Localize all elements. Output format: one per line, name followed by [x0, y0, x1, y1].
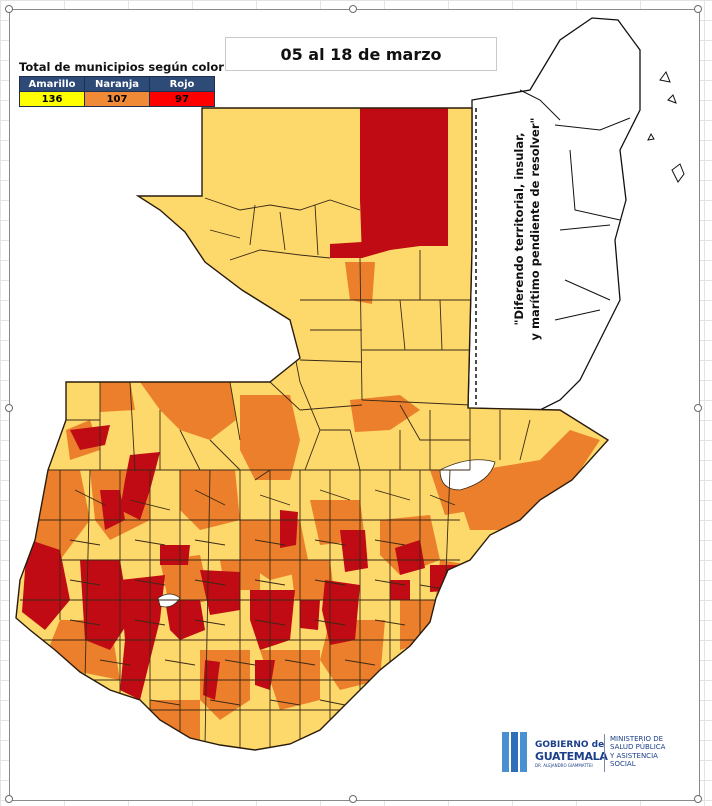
resize-handle-top-left[interactable]: [5, 5, 13, 13]
logo-subtitle: DR. ALEJANDRO GIAMMATTEI: [535, 763, 593, 768]
resize-handle-top-middle[interactable]: [349, 5, 357, 13]
legend-count-rojo: 97: [149, 91, 215, 107]
logo-separator: [604, 734, 605, 772]
gobierno-guatemala-logo: GOBIERNO de GUATEMALA DR. ALEJANDRO GIAM…: [500, 730, 680, 776]
logo-guatemala: GUATEMALA: [535, 750, 608, 763]
dispute-note: "Diferendo territorial, insular, y marít…: [497, 118, 557, 350]
dispute-note-line2: y marítimo pendiente de resolver": [528, 117, 542, 341]
resize-handle-middle-left[interactable]: [5, 404, 13, 412]
logo-ministry: MINISTERIO DE SALUD PÚBLICA Y ASISTENCIA…: [610, 735, 682, 769]
legend-header-amarillo: Amarillo: [19, 76, 85, 92]
logo-gobierno: GOBIERNO de: [535, 740, 605, 750]
legend-count-amarillo: 136: [19, 91, 85, 107]
municipality-borders: [20, 197, 531, 750]
legend-table: Amarillo Naranja Rojo 136 107 97: [19, 76, 215, 107]
legend: Total de municipios según color Amarillo…: [19, 60, 224, 107]
resize-handle-bottom-left[interactable]: [5, 795, 13, 803]
logo-ministry-line4: SOCIAL: [610, 760, 636, 769]
logo-ministry-line2: SALUD PÚBLICA: [610, 743, 666, 752]
legend-header-rojo: Rojo: [149, 76, 215, 92]
resize-handle-middle-right[interactable]: [694, 404, 702, 412]
lake-izabal: [439, 459, 496, 491]
map-title: 05 al 18 de marzo: [225, 37, 497, 71]
logo-ministry-line3: Y ASISTENCIA: [610, 751, 658, 760]
logo-ministry-line1: MINISTERIO DE: [610, 735, 664, 743]
legend-heading: Total de municipios según color: [19, 60, 224, 74]
resize-handle-bottom-middle[interactable]: [349, 795, 357, 803]
belize-internal-boundaries: [519, 89, 631, 321]
resize-handle-bottom-right[interactable]: [694, 795, 702, 803]
dispute-note-text: "Diferendo territorial, insular, y marít…: [511, 114, 543, 344]
legend-count-naranja: 107: [84, 91, 150, 107]
belize-cays: [647, 70, 685, 183]
flag-bars-icon: [502, 732, 527, 772]
legend-header-naranja: Naranja: [84, 76, 150, 92]
dispute-note-line1: "Diferendo territorial, insular,: [512, 132, 526, 326]
resize-handle-top-right[interactable]: [694, 5, 702, 13]
